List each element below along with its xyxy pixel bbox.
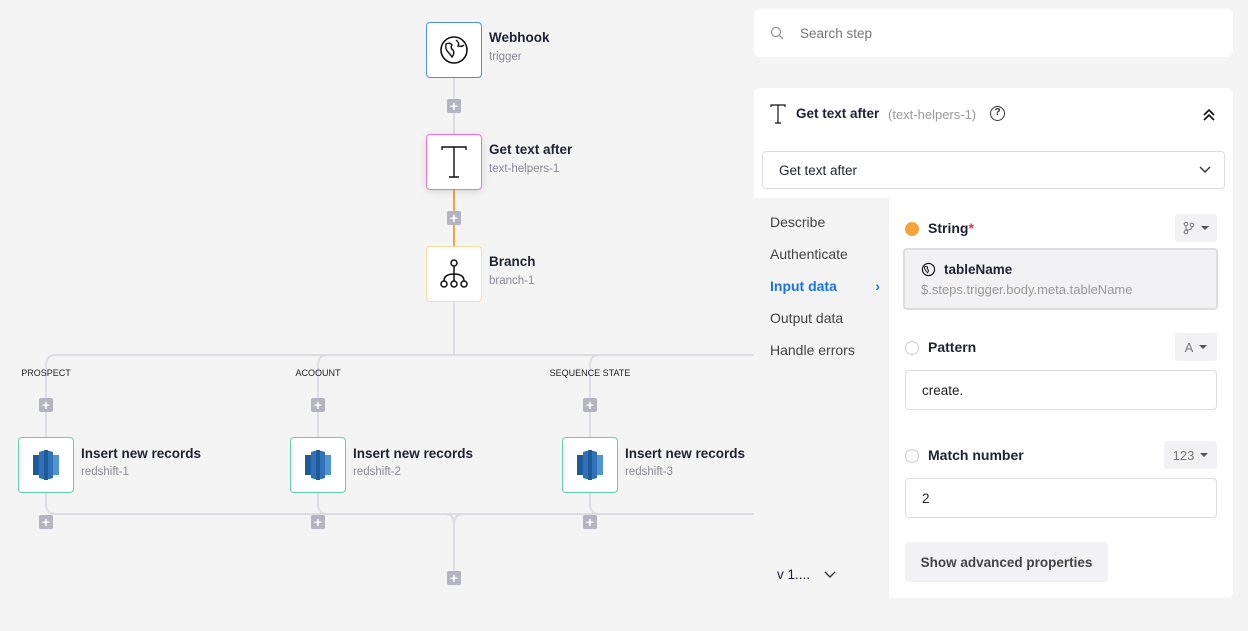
search-icon [770,26,784,40]
match-number-input[interactable]: 2 [905,478,1217,518]
branch-label: ACOOUNT [295,368,341,378]
reference-path: $.steps.trigger.body.meta.tableName [921,282,1133,297]
node-title: Insert new records [81,446,202,461]
text-icon [770,104,786,124]
node-title: Insert new records [625,446,746,461]
node-title: Get text after [489,142,573,157]
node-subtitle: redshift-2 [353,466,401,478]
step-panel: Get text after (text-helpers-1) ? Get te… [754,88,1233,598]
pattern-input[interactable]: create. [905,370,1217,410]
match-number-radio[interactable] [905,449,919,463]
node-redshift[interactable] [18,437,74,493]
add-step-button[interactable]: + [311,515,325,529]
caret-down-icon [1199,345,1208,349]
globe-icon [440,36,468,64]
panel-nav: Describe Authenticate Input data › Output… [754,198,889,598]
nav-output-data[interactable]: Output data [770,310,844,326]
nav-label: Input data [770,278,837,294]
git-branch-icon [1183,221,1195,235]
version-select[interactable]: v 1.... [777,567,836,582]
type-label: A [1184,339,1194,355]
add-step-button[interactable]: + [583,515,597,529]
add-step-button[interactable]: + [447,99,461,113]
help-icon[interactable]: ? [990,106,1005,121]
redshift-icon [33,450,59,480]
chevron-down-icon [1199,166,1211,173]
field-match-number-label: Match number [928,447,1024,463]
show-advanced-properties-button[interactable]: Show advanced properties [905,542,1108,582]
node-subtitle: redshift-3 [625,466,673,478]
node-subtitle: text-helpers-1 [489,163,560,175]
field-pattern-label: Pattern [928,339,977,355]
node-get-text-after[interactable] [426,134,482,190]
branch-icon [440,259,468,288]
branch-label: SEQUENCE STATE [549,368,631,378]
search-step-bar[interactable] [754,9,1233,57]
text-icon [441,146,467,178]
panel-step-id: (text-helpers-1) [888,107,977,122]
node-branch[interactable] [426,246,482,302]
type-label: 123 [1172,447,1195,463]
chevron-down-icon [824,571,836,578]
redshift-icon [305,450,331,480]
nav-handle-errors[interactable]: Handle errors [770,342,855,358]
node-title: Webhook [489,30,550,45]
add-step-button[interactable]: + [447,571,461,585]
nav-input-data[interactable]: Input data › [770,278,880,294]
redshift-icon [577,450,603,480]
flow-connectors [45,78,760,578]
chevron-right-icon: › [875,278,880,294]
search-input[interactable] [800,25,1200,41]
caret-down-icon [1200,453,1209,457]
add-step-button[interactable]: + [447,211,461,225]
caret-down-icon [1201,226,1209,230]
required-dot [905,222,919,236]
string-reference-field[interactable]: tableName $.steps.trigger.body.meta.tabl… [903,248,1218,310]
nav-authenticate[interactable]: Authenticate [770,246,848,262]
node-redshift[interactable] [290,437,346,493]
node-title: Insert new records [353,446,474,461]
type-select-number[interactable]: 123 [1164,441,1217,469]
version-label: v 1.... [777,567,811,582]
type-select-reference[interactable] [1175,214,1217,242]
branch-label: PROSPECT [21,368,71,378]
node-subtitle: branch-1 [489,275,535,287]
collapse-icon[interactable] [1202,108,1216,122]
node-subtitle: redshift-1 [81,466,129,478]
pattern-radio[interactable] [905,341,919,355]
type-select-text[interactable]: A [1175,333,1217,361]
globe-icon [921,262,936,277]
node-title: Branch [489,254,536,269]
node-webhook[interactable] [426,22,482,78]
reference-name: tableName [944,262,1013,277]
method-select-value: Get text after [779,162,858,178]
field-string-label: String* [928,220,974,236]
add-step-button[interactable]: + [311,398,325,412]
nav-describe[interactable]: Describe [770,214,826,230]
node-subtitle: trigger [489,51,522,63]
panel-title: Get text after [796,106,880,121]
add-step-button[interactable]: + [583,398,597,412]
add-step-button[interactable]: + [39,515,53,529]
method-select[interactable]: Get text after [762,151,1225,189]
node-redshift[interactable] [562,437,618,493]
add-step-button[interactable]: + [39,398,53,412]
